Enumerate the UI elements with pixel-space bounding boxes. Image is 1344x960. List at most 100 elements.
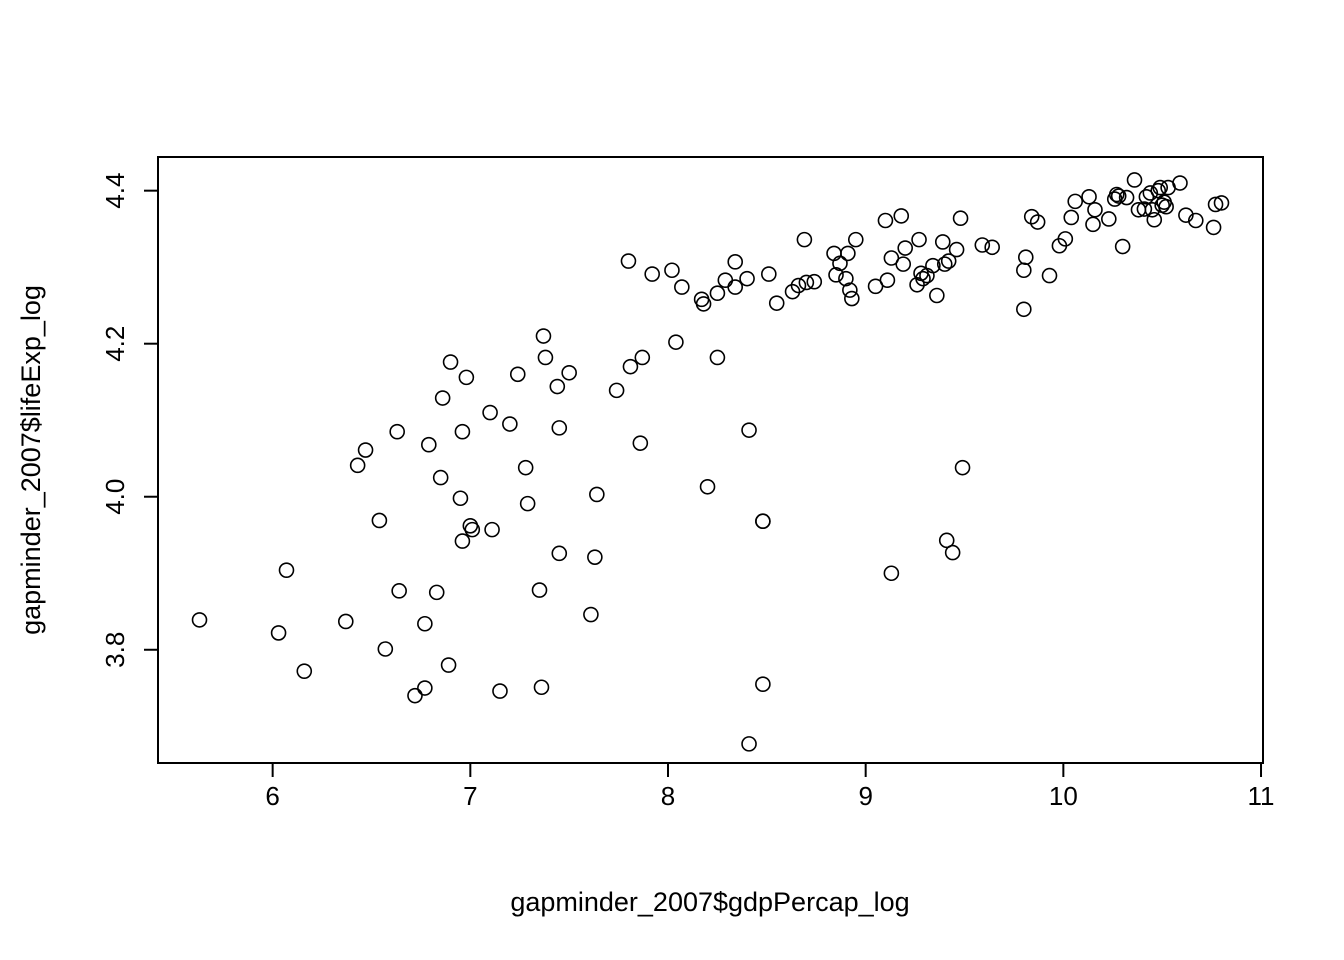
data-point xyxy=(551,545,568,562)
data-point xyxy=(421,436,437,453)
data-point xyxy=(974,237,991,253)
data-point xyxy=(454,423,471,440)
data-point xyxy=(1063,209,1080,226)
y-tick-label: 3.8 xyxy=(100,632,130,668)
data-point xyxy=(741,736,757,752)
data-point xyxy=(1136,201,1153,217)
data-point xyxy=(1110,188,1127,204)
plot-frame xyxy=(157,156,1264,764)
data-point xyxy=(867,278,884,295)
y-tick-label: 4.0 xyxy=(100,479,130,515)
data-point xyxy=(893,208,910,224)
data-point xyxy=(934,234,951,250)
x-tick-label: 11 xyxy=(1248,781,1275,811)
data-point xyxy=(695,296,712,312)
data-point xyxy=(897,240,914,256)
data-point xyxy=(940,253,957,269)
data-point xyxy=(537,349,554,366)
data-point xyxy=(484,521,500,538)
data-point xyxy=(741,422,757,438)
data-point xyxy=(755,676,771,692)
data-point xyxy=(768,295,785,311)
x-tick-label: 8 xyxy=(661,781,675,811)
data-point xyxy=(517,459,534,476)
y-tick-label: 4.4 xyxy=(100,173,130,209)
data-point xyxy=(589,486,605,503)
data-point xyxy=(1158,198,1174,215)
data-point xyxy=(717,272,734,288)
data-point xyxy=(1126,172,1143,188)
data-point xyxy=(739,270,755,287)
data-point xyxy=(840,245,856,262)
y-axis-title: gapminder_2007$lifeExp_log xyxy=(16,285,46,635)
data-point xyxy=(440,657,457,673)
data-point xyxy=(844,290,860,307)
data-point xyxy=(634,349,651,366)
data-point xyxy=(644,266,660,282)
data-point xyxy=(668,334,684,350)
data-point xyxy=(296,663,313,679)
data-point xyxy=(389,423,405,440)
data-point xyxy=(798,274,815,291)
data-point xyxy=(761,266,777,282)
data-point xyxy=(442,354,459,370)
data-point xyxy=(620,253,637,269)
x-tick-label: 9 xyxy=(858,781,872,811)
data-point xyxy=(492,683,508,699)
data-point xyxy=(1108,186,1125,203)
data-point xyxy=(371,512,388,529)
data-point xyxy=(806,273,823,290)
data-point xyxy=(1178,207,1194,223)
data-point xyxy=(587,549,603,565)
data-point xyxy=(952,210,969,227)
data-point xyxy=(911,231,927,248)
data-point xyxy=(883,565,900,582)
data-point xyxy=(464,521,481,538)
data-point xyxy=(727,254,744,270)
data-point xyxy=(1118,189,1135,206)
data-point xyxy=(1101,211,1117,227)
data-point xyxy=(929,287,945,304)
data-point xyxy=(877,212,894,229)
data-point xyxy=(796,231,813,248)
data-point xyxy=(938,532,955,549)
data-points xyxy=(191,172,1230,752)
data-point xyxy=(583,606,599,623)
data-point xyxy=(519,495,536,512)
data-point xyxy=(1142,185,1159,201)
data-point xyxy=(1213,195,1230,211)
data-point xyxy=(357,442,374,458)
x-tick-label: 6 xyxy=(265,781,279,811)
data-point xyxy=(1023,208,1040,225)
data-point xyxy=(1152,179,1169,196)
data-point xyxy=(1114,238,1131,255)
data-point xyxy=(1016,301,1032,318)
data-point xyxy=(944,544,961,561)
data-point xyxy=(1017,249,1034,266)
data-point xyxy=(1187,212,1204,229)
data-point xyxy=(551,420,568,436)
data-point xyxy=(915,270,931,287)
data-point xyxy=(452,490,469,507)
data-point xyxy=(1029,214,1046,230)
data-point xyxy=(458,369,475,386)
data-point xyxy=(434,390,451,406)
data-point xyxy=(509,366,526,383)
data-point xyxy=(391,583,407,599)
data-point xyxy=(278,562,295,578)
y-axis: 3.8 4.0 4.2 4.4 xyxy=(100,173,159,668)
data-point xyxy=(828,267,844,283)
data-point xyxy=(417,615,433,632)
data-point xyxy=(549,378,566,395)
data-point xyxy=(1081,188,1097,205)
data-point xyxy=(727,279,744,295)
data-point xyxy=(533,679,550,696)
data-point xyxy=(270,625,287,641)
data-point xyxy=(984,239,1000,256)
data-point xyxy=(755,513,771,530)
data-point xyxy=(1057,231,1074,247)
data-point xyxy=(482,404,498,421)
data-point xyxy=(883,250,900,266)
data-point xyxy=(709,349,726,366)
